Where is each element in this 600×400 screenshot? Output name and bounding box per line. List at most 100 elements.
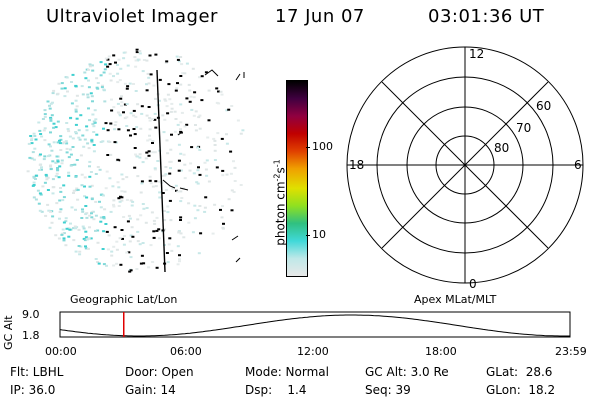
uv-pixel [136, 218, 140, 221]
uv-pixel [93, 121, 97, 124]
date-label: 17 Jun 07 [275, 6, 365, 27]
uv-pixel [80, 217, 84, 219]
uv-pixel [133, 166, 137, 169]
uv-pixel [145, 207, 149, 209]
uv-pixel [88, 119, 91, 122]
uv-pixel [165, 60, 169, 63]
uv-pixel [114, 61, 117, 64]
uv-pixel [181, 72, 185, 75]
uv-pixel [146, 139, 150, 142]
uv-pixel [125, 103, 129, 105]
mlt-label-0: 0 [469, 277, 477, 291]
uv-pixel [95, 133, 99, 136]
artifact-mark [177, 131, 183, 136]
uv-pixel [90, 139, 94, 142]
uv-pixel [74, 131, 78, 133]
uv-pixel [91, 123, 95, 126]
uv-pixel [158, 78, 162, 81]
uv-pixel [48, 226, 52, 229]
uv-pixel [103, 208, 107, 211]
uv-pixel [193, 91, 197, 94]
uv-pixel [108, 63, 112, 66]
uv-pixel [136, 58, 140, 61]
uv-pixel [90, 216, 94, 219]
uv-pixel [116, 181, 120, 184]
uv-pixel [101, 248, 105, 250]
uv-pixel [52, 122, 56, 125]
uv-pixel [177, 60, 181, 63]
uv-pixel [135, 51, 139, 54]
uv-pixel [29, 135, 33, 137]
uv-pixel [102, 216, 106, 219]
uv-pixel [152, 84, 156, 87]
uv-pixel [54, 126, 58, 129]
uv-pixel [153, 112, 157, 115]
uv-pixel [34, 138, 38, 141]
uv-pixel [166, 261, 170, 264]
uv-pixel [163, 174, 167, 177]
app-title: Ultraviolet Imager [46, 6, 218, 27]
uv-pixel [62, 196, 66, 199]
uv-pixel [67, 130, 71, 133]
uv-pixel [45, 175, 49, 178]
uv-pixel [176, 123, 180, 126]
uv-pixel [221, 169, 225, 172]
uv-pixel [169, 160, 173, 163]
uv-pixel [71, 146, 75, 148]
uv-pixel [233, 180, 237, 182]
uv-pixel [88, 214, 92, 217]
uv-pixel [117, 197, 121, 200]
uv-pixel [58, 139, 61, 142]
uv-pixel [66, 90, 69, 93]
uv-pixel [60, 82, 64, 85]
uv-pixel [157, 237, 161, 240]
uv-pixel [217, 90, 220, 93]
uv-pixel [104, 63, 108, 66]
uv-pixel [90, 212, 93, 215]
uv-pixel [76, 188, 80, 191]
uv-pixel [126, 129, 130, 132]
uv-pixel [145, 83, 148, 86]
uv-pixel [164, 166, 168, 168]
uv-pixel [119, 97, 123, 100]
uv-pixel [148, 175, 152, 178]
uv-pixel [130, 226, 134, 229]
uv-pixel [106, 248, 110, 251]
uv-pixel [80, 184, 84, 187]
uv-pixel [94, 258, 98, 260]
uv-pixel [133, 56, 137, 59]
uv-pixel [106, 65, 110, 68]
uv-pixel [110, 109, 114, 112]
uv-pixel [44, 173, 48, 176]
uv-pixel [86, 142, 90, 145]
uv-pixel [102, 71, 106, 74]
uv-pixel [32, 181, 36, 184]
uv-pixel [148, 117, 152, 119]
uv-pixel [51, 178, 55, 181]
uv-pixel [175, 87, 179, 90]
uv-pixel [78, 253, 82, 256]
uv-pixel [233, 166, 237, 169]
uv-pixel [120, 101, 124, 104]
uv-pixel [74, 208, 77, 211]
uv-pixel [229, 150, 233, 153]
alt-min-label: 1.8 [22, 329, 40, 342]
uv-pixel [136, 230, 140, 233]
uv-pixel [122, 51, 126, 54]
uv-pixel [51, 101, 54, 104]
uv-pixel [37, 202, 41, 205]
colorbar-tick [306, 147, 310, 148]
uv-pixel [40, 210, 44, 213]
uv-pixel [109, 210, 113, 213]
uv-pixel [87, 107, 90, 110]
uv-pixel [116, 72, 120, 75]
uv-pixel [168, 199, 172, 202]
uv-pixel [219, 90, 223, 93]
uv-pixel [109, 153, 113, 156]
uv-pixel [104, 223, 108, 225]
uv-pixel [151, 140, 155, 142]
uv-pixel [32, 196, 36, 199]
uv-pixel [153, 151, 157, 154]
info-glat: GLat: 28.6 [486, 365, 553, 379]
uv-pixel [166, 112, 170, 115]
